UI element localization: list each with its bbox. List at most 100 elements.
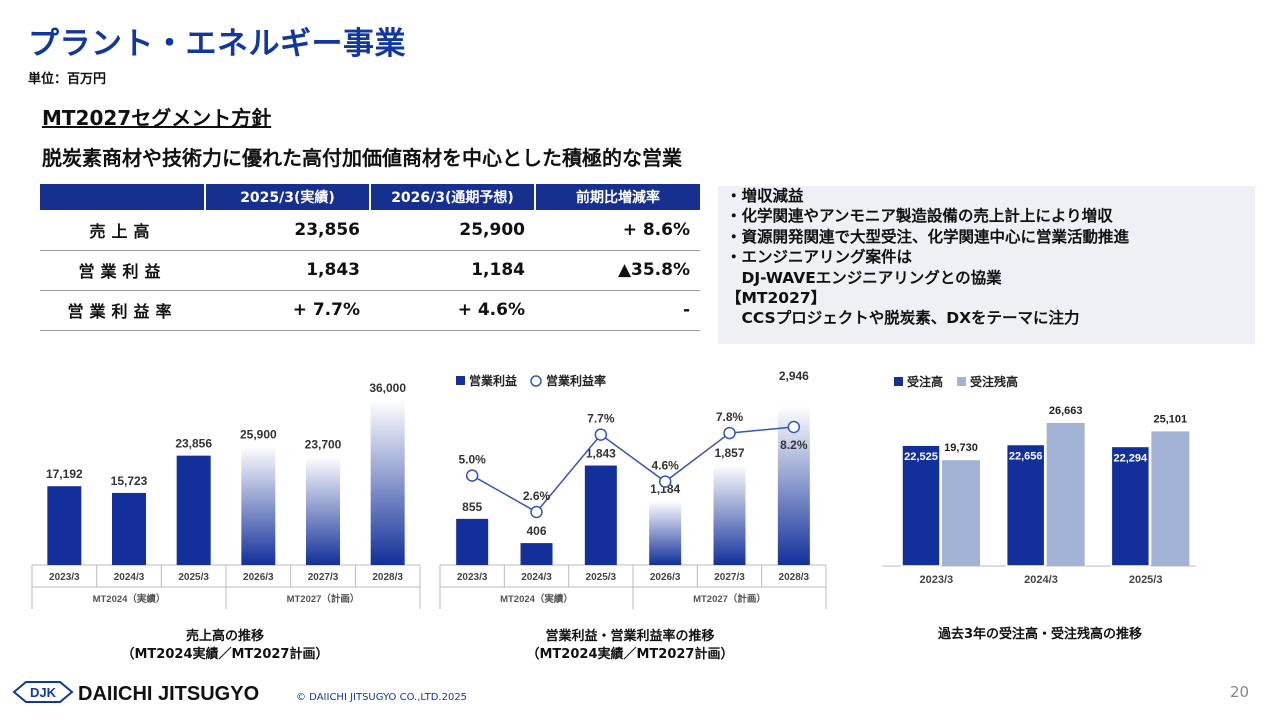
sales-caption: 売上高の推移 （MT2024実績／MT2027計画） [100, 628, 350, 664]
rate-point [787, 420, 801, 434]
group-label: MT2024（実績） [93, 593, 166, 605]
tick-label: 2025/3 [1129, 574, 1163, 586]
data-label: 19,730 [944, 442, 978, 454]
data-label: 26,663 [1049, 405, 1083, 417]
legend-marker [530, 375, 542, 387]
data-label: 17,192 [46, 467, 83, 481]
tick-label: 2023/3 [920, 574, 954, 586]
profit-caption-line2: （MT2024実績／MT2027計画） [526, 647, 734, 662]
rate-point [530, 505, 543, 519]
bar [370, 400, 405, 565]
note-line: DJ-WAVEエンジニアリングとの協業 [726, 268, 1002, 287]
legend-label: 営業利益 [469, 373, 517, 388]
page-title: プラント・エネルギー事業 [28, 26, 406, 62]
kpi-header-change: 前期比増減率 [535, 184, 700, 210]
bar [649, 501, 682, 565]
copyright: © DAIICHI JITSUGYO CO.,LTD.2025 [296, 692, 468, 703]
profit-chart: 営業利益 営業利益率 855 2023/3 406 2024/3 1,843 2025/3 1,… [439, 370, 827, 609]
bar [1005, 443, 1046, 567]
rate-label: 4.6% [651, 459, 679, 473]
rate-label: 5.0% [458, 453, 486, 467]
rate-point [723, 426, 736, 440]
logo-mark-icon [12, 681, 74, 703]
bar [942, 460, 980, 566]
company-logo: DJK DAIICHI JITSUGYO [12, 681, 259, 705]
kpi-header-blank [40, 184, 206, 210]
data-label: 855 [462, 500, 482, 514]
tick-label: 2024/3 [114, 572, 145, 583]
legend-label: 受注高 [907, 374, 943, 389]
rate-point [594, 428, 608, 441]
row-label: 売上高 [40, 210, 205, 251]
cell-actual: 23,856 [205, 210, 370, 251]
sales-caption-line1: 売上高の推移 [185, 629, 264, 644]
unit-label: 単位：百万円 [28, 72, 107, 87]
rate-label: 7.7% [587, 412, 615, 426]
bar [901, 444, 941, 567]
data-label: 22,656 [1009, 450, 1043, 462]
group-label: MT2024（実績） [500, 593, 573, 605]
kpi-header-actual: 2025/3(実績) [205, 184, 371, 210]
legend-swatch [957, 377, 966, 386]
table-row: 売上高 23,856 25,900 + 8.6% [40, 210, 700, 251]
data-label: 25,900 [240, 427, 277, 441]
data-label: 23,856 [175, 437, 212, 451]
logo-mark-text: DJK [30, 685, 57, 700]
note-line: ・資源開発関連で大型受注、化学関連中心に営業活動推進 [726, 227, 1130, 246]
bar [241, 446, 276, 565]
rate-line [471, 426, 794, 513]
group-label: MT2027（計画） [693, 593, 766, 605]
orders-chart: 受注高 受注残高 22,525 19,730 2023/3 22,656 26,663 202… [882, 374, 1196, 586]
bar [456, 518, 489, 565]
tick-label: 2024/3 [521, 572, 552, 583]
rate-label: 7.8% [716, 410, 744, 424]
bar [1151, 431, 1190, 566]
rate-label: 2.6% [523, 489, 551, 503]
tick-label: 2028/3 [372, 572, 403, 583]
bar [520, 543, 553, 565]
rate-point [465, 469, 479, 482]
tick-label: 2027/3 [308, 572, 339, 583]
sales-chart: 17,192 2023/3 15,723 2024/3 23,856 2025/3 25,9… [31, 381, 421, 609]
data-label: 406 [526, 524, 546, 538]
sales-caption-line2: （MT2024実績／MT2027計画） [121, 647, 329, 662]
bar [306, 456, 340, 565]
bar [112, 492, 146, 565]
policy-heading: MT2027セグメント方針 [42, 106, 272, 130]
legend-label: 受注残高 [970, 374, 1018, 389]
tick-label: 2023/3 [457, 572, 488, 583]
note-line: ・化学関連やアンモニア製造設備の売上計上により増収 [726, 207, 1113, 226]
note-line: 【MT2027】 [726, 289, 827, 308]
kpi-header-row: 2025/3(実績) 2026/3(通期予想) 前期比増減率 [40, 184, 700, 210]
data-label: 1,857 [714, 446, 744, 460]
cell-actual: 1,843 [205, 250, 370, 291]
notes-box: ・増収減益 ・化学関連やアンモニア製造設備の売上計上により増収 ・資源開発関連で… [718, 186, 1255, 344]
cell-change: - [535, 290, 700, 331]
legend-swatch [456, 376, 465, 385]
tick-label: 2027/3 [714, 572, 745, 583]
legend-label: 営業利益率 [546, 373, 606, 388]
data-label: 15,723 [111, 474, 148, 488]
legend-swatch [894, 377, 903, 386]
data-label: 22,294 [1114, 452, 1149, 464]
data-label: 36,000 [369, 381, 406, 395]
data-label: 23,700 [305, 437, 342, 451]
table-row: 営業利益 1,843 1,184 ▲35.8% [40, 250, 700, 291]
row-label: 営業利益 [40, 250, 205, 291]
bar [1110, 445, 1151, 567]
bar [584, 465, 617, 565]
tick-label: 2025/3 [178, 572, 209, 583]
rate-label: 8.2% [780, 438, 808, 452]
note-line: ・増収減益 [726, 187, 804, 205]
table-row: 営業利益率 + 7.7% + 4.6% - [40, 290, 700, 331]
bar [713, 464, 746, 565]
profit-caption: 営業利益・営業利益率の推移 （MT2024実績／MT2027計画） [500, 628, 760, 664]
bar [176, 455, 211, 565]
cell-change: + 8.6% [535, 210, 700, 251]
note-line: ・エンジニアリング案件は [726, 248, 913, 267]
bar [1046, 423, 1085, 566]
tick-label: 2024/3 [1024, 574, 1058, 586]
cell-forecast: + 4.6% [370, 290, 535, 331]
tick-label: 2028/3 [779, 572, 810, 583]
row-label: 営業利益率 [40, 290, 205, 331]
